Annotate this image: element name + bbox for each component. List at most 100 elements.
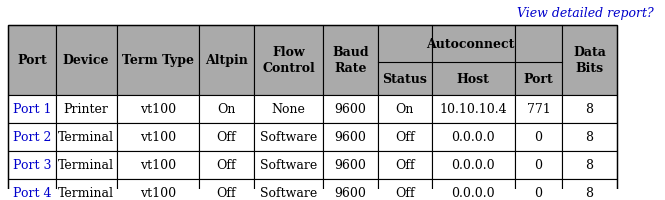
Bar bbox=[378, 26, 432, 95]
Bar bbox=[323, 26, 378, 95]
Bar bbox=[432, 179, 515, 200]
Text: Autoconnect: Autoconnect bbox=[426, 38, 514, 51]
Text: 8: 8 bbox=[585, 186, 593, 199]
Text: Port 4: Port 4 bbox=[13, 186, 51, 199]
Bar bbox=[515, 179, 563, 200]
Text: Status: Status bbox=[382, 73, 427, 86]
Bar bbox=[432, 151, 515, 179]
Bar bbox=[323, 179, 378, 200]
Bar bbox=[253, 26, 323, 95]
Text: 0: 0 bbox=[535, 158, 543, 171]
Text: Port: Port bbox=[523, 73, 553, 86]
Text: Off: Off bbox=[395, 131, 414, 144]
Text: Flow
Control: Flow Control bbox=[262, 46, 315, 75]
Bar bbox=[563, 179, 616, 200]
Bar bbox=[253, 95, 323, 123]
Bar bbox=[56, 26, 116, 95]
Bar bbox=[56, 151, 116, 179]
Bar bbox=[56, 179, 116, 200]
Bar bbox=[200, 151, 253, 179]
Text: Software: Software bbox=[260, 131, 317, 144]
Bar bbox=[8, 123, 56, 151]
Bar bbox=[563, 95, 616, 123]
Text: vt100: vt100 bbox=[140, 186, 176, 199]
Text: 0: 0 bbox=[535, 131, 543, 144]
Bar bbox=[515, 151, 563, 179]
Text: Terminal: Terminal bbox=[58, 131, 114, 144]
Text: 0.0.0.0: 0.0.0.0 bbox=[452, 158, 495, 171]
Text: Host: Host bbox=[457, 73, 489, 86]
Text: 8: 8 bbox=[585, 158, 593, 171]
Text: Term Type: Term Type bbox=[122, 54, 194, 67]
Text: Software: Software bbox=[260, 186, 317, 199]
Text: Device: Device bbox=[63, 54, 110, 67]
Bar bbox=[515, 123, 563, 151]
Text: On: On bbox=[217, 103, 235, 116]
Text: 0.0.0.0: 0.0.0.0 bbox=[452, 186, 495, 199]
Text: 9600: 9600 bbox=[334, 131, 366, 144]
Text: 0: 0 bbox=[535, 186, 543, 199]
Bar bbox=[200, 95, 253, 123]
Text: On: On bbox=[396, 103, 414, 116]
Bar bbox=[563, 123, 616, 151]
Text: Off: Off bbox=[217, 186, 236, 199]
Bar bbox=[378, 123, 432, 151]
Text: 9600: 9600 bbox=[334, 103, 366, 116]
Text: Data
Bits: Data Bits bbox=[573, 46, 606, 75]
Text: Printer: Printer bbox=[64, 103, 108, 116]
Bar bbox=[323, 151, 378, 179]
Text: Port 3: Port 3 bbox=[13, 158, 51, 171]
Bar bbox=[200, 179, 253, 200]
Text: 9600: 9600 bbox=[334, 186, 366, 199]
Bar bbox=[378, 179, 432, 200]
Text: Off: Off bbox=[395, 186, 414, 199]
Bar bbox=[200, 26, 253, 95]
Bar bbox=[253, 179, 323, 200]
Bar bbox=[378, 95, 432, 123]
Bar bbox=[116, 26, 200, 95]
Bar bbox=[323, 95, 378, 123]
Bar bbox=[116, 179, 200, 200]
Bar bbox=[200, 123, 253, 151]
Text: Terminal: Terminal bbox=[58, 186, 114, 199]
Bar bbox=[253, 151, 323, 179]
Text: 771: 771 bbox=[527, 103, 551, 116]
Bar bbox=[8, 179, 56, 200]
Text: 0.0.0.0: 0.0.0.0 bbox=[452, 131, 495, 144]
Bar bbox=[253, 123, 323, 151]
Bar bbox=[563, 151, 616, 179]
Text: 8: 8 bbox=[585, 103, 593, 116]
Bar bbox=[8, 26, 56, 95]
Bar bbox=[8, 95, 56, 123]
Text: Port: Port bbox=[17, 54, 47, 67]
Text: View detailed report?: View detailed report? bbox=[517, 7, 654, 20]
Bar bbox=[116, 95, 200, 123]
Text: Altpin: Altpin bbox=[205, 54, 248, 67]
Text: Software: Software bbox=[260, 158, 317, 171]
Text: vt100: vt100 bbox=[140, 158, 176, 171]
Text: Port 1: Port 1 bbox=[13, 103, 51, 116]
Bar bbox=[56, 123, 116, 151]
Text: Baud
Rate: Baud Rate bbox=[332, 46, 368, 75]
Bar bbox=[515, 95, 563, 123]
Bar bbox=[432, 95, 515, 123]
Text: vt100: vt100 bbox=[140, 131, 176, 144]
Text: 9600: 9600 bbox=[334, 158, 366, 171]
Bar bbox=[116, 123, 200, 151]
Text: 10.10.10.4: 10.10.10.4 bbox=[440, 103, 507, 116]
Text: None: None bbox=[271, 103, 305, 116]
Bar bbox=[116, 151, 200, 179]
Bar bbox=[515, 26, 563, 95]
Bar bbox=[432, 26, 515, 95]
Text: Terminal: Terminal bbox=[58, 158, 114, 171]
Text: vt100: vt100 bbox=[140, 103, 176, 116]
Bar bbox=[323, 123, 378, 151]
Text: Port 2: Port 2 bbox=[13, 131, 51, 144]
Text: Off: Off bbox=[217, 158, 236, 171]
Text: Off: Off bbox=[217, 131, 236, 144]
Bar bbox=[8, 151, 56, 179]
Text: 8: 8 bbox=[585, 131, 593, 144]
Bar bbox=[56, 95, 116, 123]
Bar bbox=[378, 151, 432, 179]
Bar bbox=[563, 26, 616, 95]
